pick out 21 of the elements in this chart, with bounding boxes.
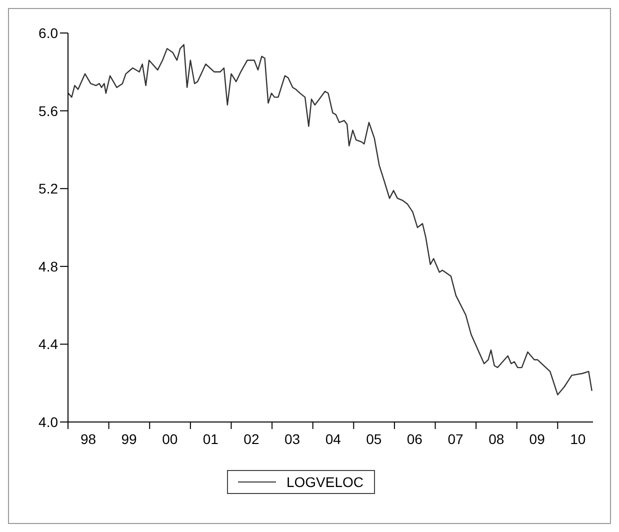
x-tick-label: 00 <box>162 431 178 447</box>
y-tick-label: 6.0 <box>38 24 58 41</box>
x-tick-label: 02 <box>244 431 260 447</box>
x-tick-label: 01 <box>202 431 219 447</box>
y-tick-label: 4.8 <box>38 258 58 274</box>
x-tick-label: 09 <box>529 431 546 447</box>
x-tick-label: 98 <box>80 431 96 447</box>
x-tick-label: 06 <box>406 431 423 447</box>
y-tick-label: 5.6 <box>38 102 58 119</box>
y-tick-label: 4.4 <box>38 336 58 352</box>
x-tick-label: 08 <box>488 431 504 447</box>
x-tick-label: 05 <box>366 431 382 447</box>
x-tick-label: 03 <box>284 431 300 447</box>
legend-label: LOGVELOC <box>286 474 364 490</box>
x-tick-label: 10 <box>570 431 586 447</box>
x-tick-label: 99 <box>121 431 138 447</box>
x-tick-label: 07 <box>448 431 464 447</box>
y-tick-label: 5.2 <box>38 180 58 197</box>
line-series <box>68 44 592 396</box>
x-tick-label: 04 <box>325 431 342 447</box>
y-tick-label: 4.0 <box>38 414 58 430</box>
